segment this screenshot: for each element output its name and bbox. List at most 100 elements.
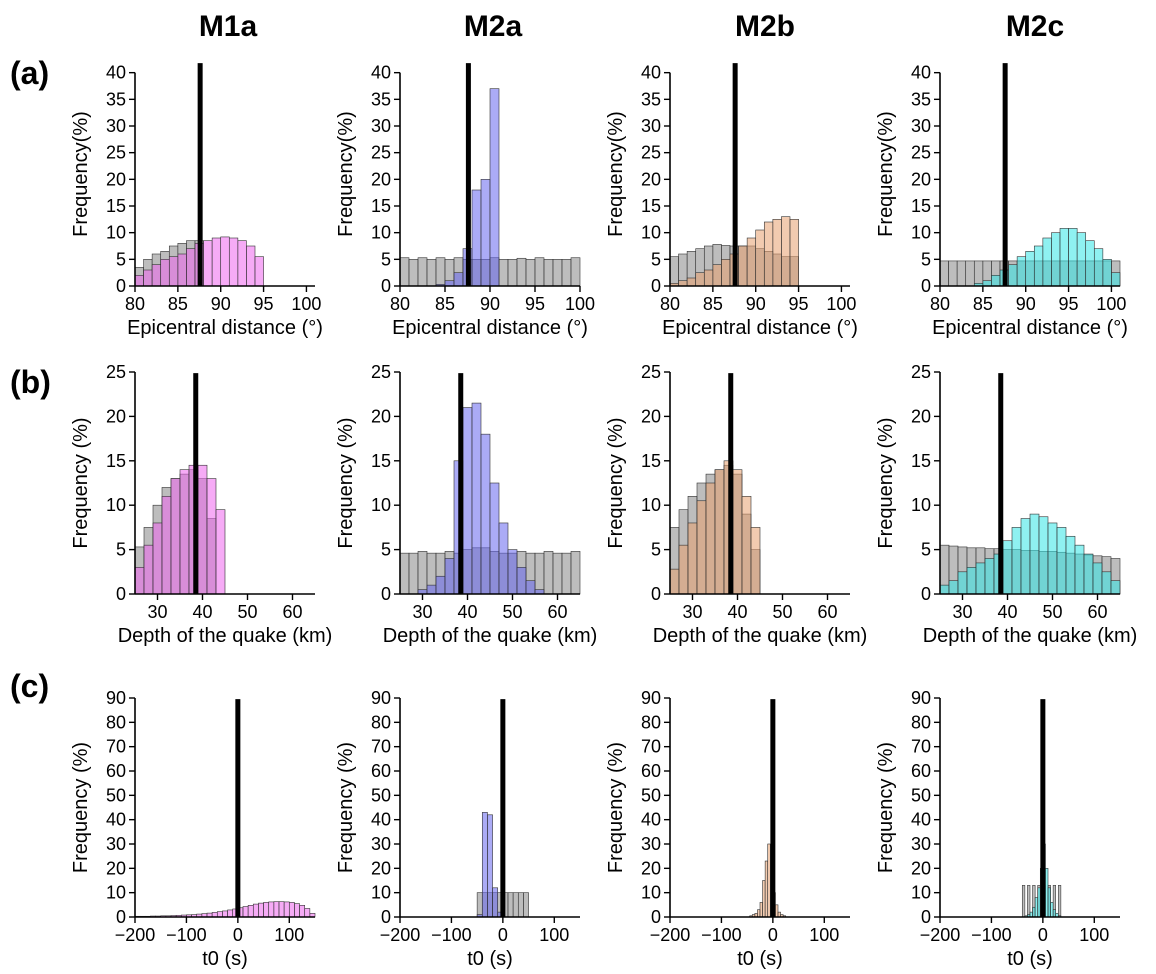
posterior-bar [471,189,482,287]
y-tick-label: 15 [106,196,126,216]
posterior-bar [1045,868,1049,918]
x-tick-label: −100 [431,925,472,945]
y-axis-title: Frequency (%) [875,417,897,548]
y-tick-label: 5 [381,249,391,269]
posterior-bar [1059,228,1069,287]
y-tick-label: 40 [371,63,391,83]
x-tick-label: 80 [125,294,145,314]
x-tick-label: 80 [930,294,950,314]
posterior-bar [721,259,731,287]
y-tick-label: 0 [651,907,661,927]
posterior-bar [1016,256,1027,287]
posterior-bar [1102,259,1112,287]
model-label-m2b: M2b [735,10,795,43]
posterior-bar [215,509,226,595]
y-tick-label: 10 [106,223,126,243]
x-tick-label: 40 [727,602,747,622]
y-tick-label: 0 [921,584,931,604]
y-tick-label: 15 [371,451,391,471]
y-tick-label: 50 [371,785,391,805]
y-tick-label: 25 [106,143,126,163]
x-axis-title: Epicentral distance (°) [127,317,323,339]
posterior-bar [1052,909,1057,918]
y-tick-label: 10 [371,883,391,903]
y-tick-label: 20 [641,406,661,426]
prior-bar [534,257,545,287]
posterior-bar [1056,527,1067,595]
prior-bar [408,259,419,287]
y-tick-label: 50 [911,785,931,805]
panel-b-m2a: 0 5 10 15 20 25 30 40 50 60 Depth of the quake (km… [335,362,597,647]
x-tick-label: −100 [701,925,742,945]
y-tick-label: 70 [641,737,661,757]
y-tick-label: 30 [911,834,931,854]
posterior-bar [170,478,181,595]
y-tick-label: 10 [641,883,661,903]
posterior-bar [206,478,217,595]
x-tick-label: −100 [166,925,207,945]
x-tick-label: 40 [997,602,1017,622]
posterior-bar [471,402,482,595]
posterior-bar [1047,887,1051,918]
y-tick-label: 60 [911,761,931,781]
x-tick-label: −200 [380,925,421,945]
y-tick-label: 10 [371,223,391,243]
posterior-bar [481,812,488,918]
x-axis-title: t0 (s) [737,948,783,970]
y-tick-label: 60 [106,761,126,781]
posterior-bar [143,269,153,287]
x-tick-label: 30 [952,602,972,622]
prior-bar [543,259,554,287]
posterior-bar [966,567,977,595]
posterior-bar [216,911,223,918]
posterior-bar [678,544,689,595]
posterior-bar [179,469,190,595]
posterior-bar [222,910,228,918]
y-tick-label: 40 [106,63,126,83]
x-tick-label: 0 [233,925,243,945]
prior-bar [1057,885,1062,918]
y-axis-title: Frequency (%) [605,742,627,873]
panel-c-m2a: 0 10 20 30 40 50 60 70 80 90 −200 −100 0 100 t0 (s) Fre… [335,688,580,970]
panel-a-m2c: 0 5 10 15 20 25 30 35 40 80 85 90 95 100 Epicentral di… [875,63,1128,339]
x-axis-title: Depth of the quake (km) [383,625,598,647]
posterior-bar [1111,272,1121,287]
x-tick-label: 50 [502,602,522,622]
prior-bar [525,259,536,287]
model-label-m2c: M2c [1006,10,1064,43]
x-axis-title: Epicentral distance (°) [662,317,858,339]
posterior-bar [1020,518,1031,595]
posterior-bar [263,902,270,918]
posterior-bar [975,562,986,595]
y-axis-title: Frequency(%) [70,111,92,237]
posterior-bar [161,496,172,595]
x-tick-label: 60 [1087,602,1107,622]
y-tick-label: 70 [371,737,391,757]
posterior-bar [1050,902,1054,918]
posterior-bar [669,568,680,595]
y-tick-label: 0 [381,276,391,296]
y-tick-label: 20 [911,169,931,189]
y-axis-title: Frequency (%) [335,742,357,873]
y-tick-label: 10 [911,223,931,243]
prior-bar [956,260,967,287]
posterior-bar [1029,513,1040,595]
posterior-bar [462,407,473,595]
y-tick-label: 10 [106,495,126,515]
y-tick-label: 35 [106,89,126,109]
prior-bar [498,259,509,287]
y-tick-label: 20 [641,858,661,878]
posterior-bar [258,902,264,918]
posterior-bar [741,496,752,595]
y-tick-label: 25 [911,143,931,163]
prior-bar [426,259,437,287]
y-tick-label: 60 [641,761,661,781]
posterior-bar [228,237,239,287]
y-tick-label: 20 [106,169,126,189]
posterior-bar [1083,553,1094,595]
x-tick-label: 95 [1059,294,1079,314]
prior-bar [399,257,410,287]
posterior-bar [763,221,774,287]
